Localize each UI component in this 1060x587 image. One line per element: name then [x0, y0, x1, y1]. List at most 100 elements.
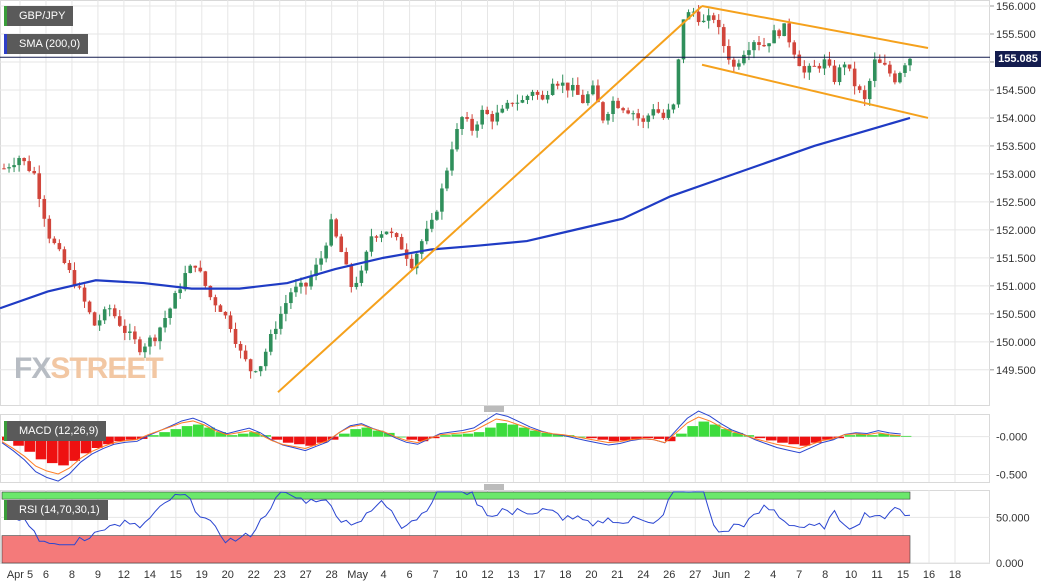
candle	[812, 59, 817, 67]
candle-body	[414, 253, 419, 269]
candle	[62, 246, 67, 265]
candle	[294, 279, 298, 297]
candle	[701, 14, 706, 23]
candle	[258, 365, 263, 377]
candle-body	[727, 46, 731, 60]
candle-body	[87, 301, 92, 313]
candle-body	[153, 337, 157, 342]
candle-body	[37, 173, 42, 199]
candle-body	[274, 328, 278, 334]
x-tick-label: 19	[196, 569, 208, 581]
x-tick-label: 12	[118, 569, 130, 581]
y-tick-label: 149.500	[996, 365, 1036, 377]
candle-body	[425, 228, 429, 242]
candle-body	[822, 59, 827, 69]
candle-body	[621, 108, 625, 111]
macd-bar	[541, 432, 552, 437]
candle-body	[62, 249, 67, 263]
candle	[591, 80, 595, 96]
x-tick-label: 2	[744, 569, 750, 581]
x-tick-label: Jun	[712, 569, 730, 581]
candle-body	[903, 65, 907, 73]
macd-y-tick-label: -0.000	[996, 432, 1027, 444]
macd-bar	[226, 435, 238, 437]
candle	[576, 77, 580, 96]
candle	[490, 110, 495, 130]
candle-body	[555, 83, 560, 86]
candle-body	[268, 333, 273, 352]
candle-body	[505, 102, 510, 109]
candle-body	[878, 59, 882, 63]
macd-bar	[91, 436, 103, 448]
rsi-overbought-band	[1, 491, 911, 500]
candle	[102, 306, 107, 324]
macd-bar	[698, 421, 710, 437]
macd-bar	[574, 436, 586, 438]
candle-body	[72, 270, 77, 287]
pane-resize-handles[interactable]	[484, 406, 504, 490]
candle	[57, 239, 62, 252]
macd-bar	[125, 436, 137, 440]
candle-body	[138, 339, 142, 353]
candle	[92, 311, 97, 326]
candle	[842, 61, 847, 76]
candle-body	[576, 84, 580, 95]
candle	[681, 19, 686, 64]
candle-body	[701, 20, 706, 23]
candle	[223, 311, 228, 319]
x-tick-label: 27	[689, 569, 701, 581]
candle-body	[656, 109, 661, 113]
rsi-line	[3, 491, 911, 546]
candle-body	[339, 236, 344, 252]
candle-body	[183, 273, 187, 290]
candle	[153, 334, 157, 347]
candle-body	[867, 80, 872, 100]
macd-bar	[867, 435, 878, 437]
candle-body	[319, 258, 323, 265]
macd-bar	[46, 436, 58, 464]
candle-body	[349, 264, 354, 287]
candle	[495, 104, 500, 126]
candle	[787, 18, 791, 48]
candle	[500, 104, 505, 114]
candle	[394, 232, 399, 241]
macd-bar	[608, 436, 620, 442]
candle-body	[7, 167, 11, 169]
candle-body	[12, 165, 16, 168]
macd-bar	[754, 436, 766, 439]
candle	[178, 283, 182, 299]
candle	[67, 260, 72, 273]
candle-body	[490, 114, 495, 122]
macd-bar	[170, 429, 182, 437]
candle-body	[148, 337, 152, 347]
candle	[867, 78, 872, 106]
candle-body	[586, 94, 590, 104]
candle-body	[872, 59, 877, 81]
candle-body	[812, 65, 817, 67]
candle	[248, 358, 253, 379]
x-tick-label: 24	[637, 569, 649, 581]
symbol-label: GBP/JPY	[19, 10, 66, 22]
x-tick-label: 7	[432, 569, 438, 581]
x-tick-label: 13	[507, 569, 519, 581]
candle	[339, 233, 344, 253]
candle-body	[27, 161, 31, 171]
candle	[419, 239, 424, 260]
rsi-label: RSI (14,70,30,1)	[19, 504, 100, 516]
x-tick-label: 21	[611, 569, 623, 581]
candle-body	[591, 85, 595, 95]
macd-bar	[372, 430, 384, 437]
macd-bar	[237, 433, 249, 437]
candle	[314, 258, 318, 281]
macd-bar	[305, 436, 316, 446]
candle	[485, 106, 489, 115]
candlesticks	[2, 5, 912, 379]
y-tick-label: 153.000	[996, 169, 1036, 181]
candle	[847, 64, 852, 72]
grid	[0, 0, 990, 564]
candle-body	[279, 313, 283, 329]
candle	[857, 84, 862, 94]
candle-body	[460, 117, 464, 130]
x-tick-label: May	[347, 569, 368, 581]
candle	[2, 163, 6, 170]
